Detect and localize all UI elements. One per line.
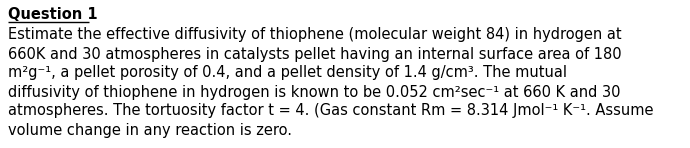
Text: volume change in any reaction is zero.: volume change in any reaction is zero. — [8, 123, 292, 137]
Text: 660K and 30 atmospheres in catalysts pellet having an internal surface area of 1: 660K and 30 atmospheres in catalysts pel… — [8, 46, 622, 62]
Text: diffusivity of thiophene in hydrogen is known to be 0.052 cm²sec⁻¹ at 660 K and : diffusivity of thiophene in hydrogen is … — [8, 85, 620, 99]
Text: Question 1: Question 1 — [8, 7, 97, 22]
Text: m²g⁻¹, a pellet porosity of 0.4, and a pellet density of 1.4 g/cm³. The mutual: m²g⁻¹, a pellet porosity of 0.4, and a p… — [8, 66, 567, 81]
Text: Estimate the effective diffusivity of thiophene (molecular weight 84) in hydroge: Estimate the effective diffusivity of th… — [8, 28, 622, 42]
Text: atmospheres. The tortuosity factor t = 4. (Gas constant Rm = 8.314 Jmol⁻¹ K⁻¹. A: atmospheres. The tortuosity factor t = 4… — [8, 103, 653, 119]
